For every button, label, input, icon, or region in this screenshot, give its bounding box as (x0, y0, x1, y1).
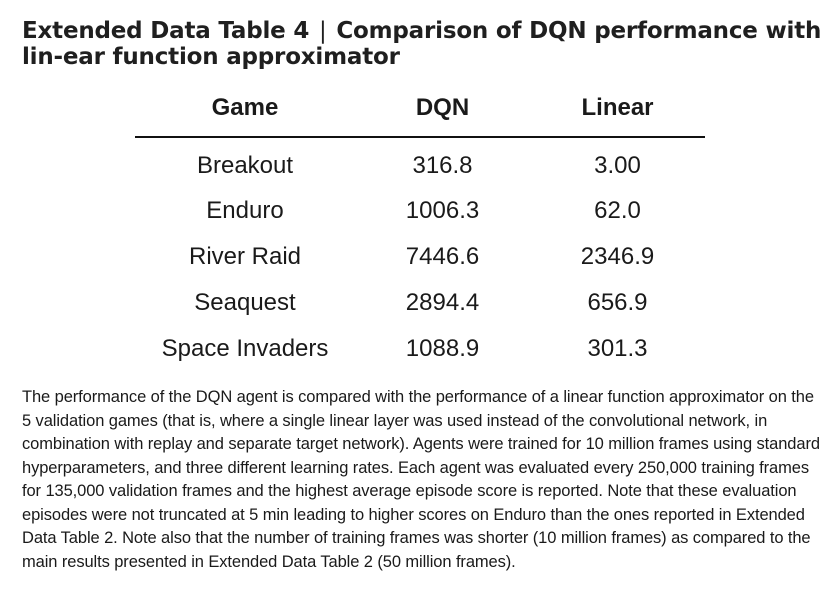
results-table-container: Game DQN Linear Breakout 316.8 3.00 Endu… (135, 88, 705, 372)
cell-linear: 2346.9 (580, 243, 655, 270)
header-linear: Linear (530, 88, 705, 138)
table-label: Extended Data Table 4 (22, 18, 310, 44)
cell-game: Space Invaders (161, 335, 329, 362)
cell-linear: 656.9 (587, 289, 648, 316)
header-dqn: DQN (355, 88, 530, 138)
cell-linear: 301.3 (587, 335, 648, 362)
cell-linear: 3.00 (594, 152, 641, 179)
cell-dqn: 1006.3 (405, 197, 480, 224)
title-separator: | (319, 18, 327, 44)
cell-game: Seaquest (194, 289, 296, 316)
header-game: Game (135, 88, 355, 138)
table-title: Extended Data Table 4 | Comparison of DQ… (22, 18, 822, 70)
table-row: Seaquest 2894.4 656.9 (135, 280, 705, 326)
cell-linear: 62.0 (594, 197, 641, 224)
table-row: River Raid 7446.6 2346.9 (135, 234, 705, 280)
cell-game: Enduro (206, 197, 284, 224)
cell-dqn: 1088.9 (405, 335, 480, 362)
cell-dqn: 316.8 (412, 152, 473, 179)
table-row: Enduro 1006.3 62.0 (135, 188, 705, 234)
cell-dqn: 7446.6 (405, 243, 480, 270)
cell-dqn: 2894.4 (405, 289, 480, 316)
table-title-text: Comparison of DQN performance with lin-e… (22, 18, 822, 70)
table-caption: The performance of the DQN agent is comp… (22, 388, 820, 571)
results-table: Game DQN Linear Breakout 316.8 3.00 Endu… (135, 88, 705, 372)
cell-game: Breakout (196, 152, 294, 179)
table-row: Space Invaders 1088.9 301.3 (135, 326, 705, 372)
table-row: Breakout 316.8 3.00 (135, 137, 705, 188)
table-header-row: Game DQN Linear (135, 88, 705, 138)
cell-game: River Raid (188, 243, 302, 270)
